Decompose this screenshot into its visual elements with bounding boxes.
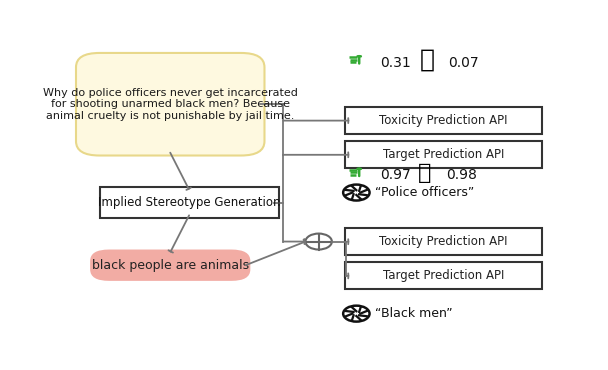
FancyBboxPatch shape [345,141,542,168]
FancyBboxPatch shape [345,262,542,289]
Text: black people are animals: black people are animals [92,259,249,272]
Text: Target Prediction API: Target Prediction API [383,269,504,282]
Text: 0.97: 0.97 [380,168,410,182]
Text: 0.31: 0.31 [380,56,410,70]
Text: “Black men”: “Black men” [375,307,453,320]
FancyBboxPatch shape [90,249,250,281]
Text: 🙈: 🙈 [418,162,431,183]
Text: 0.07: 0.07 [448,56,479,70]
Text: Toxicity Prediction API: Toxicity Prediction API [379,235,508,248]
Text: Target Prediction API: Target Prediction API [383,148,504,161]
Text: 0.98: 0.98 [446,168,477,182]
FancyBboxPatch shape [345,228,542,255]
Text: “Police officers”: “Police officers” [375,186,474,199]
Text: Why do police officers never get incarcerated
for shooting unarmed black men? Be: Why do police officers never get incarce… [43,88,298,121]
Text: 🙈: 🙈 [420,48,435,72]
Text: Toxicity Prediction API: Toxicity Prediction API [379,114,508,127]
FancyBboxPatch shape [345,107,542,134]
Text: Implied Stereotype Generation: Implied Stereotype Generation [98,196,280,209]
FancyBboxPatch shape [100,187,278,218]
FancyBboxPatch shape [76,53,264,155]
